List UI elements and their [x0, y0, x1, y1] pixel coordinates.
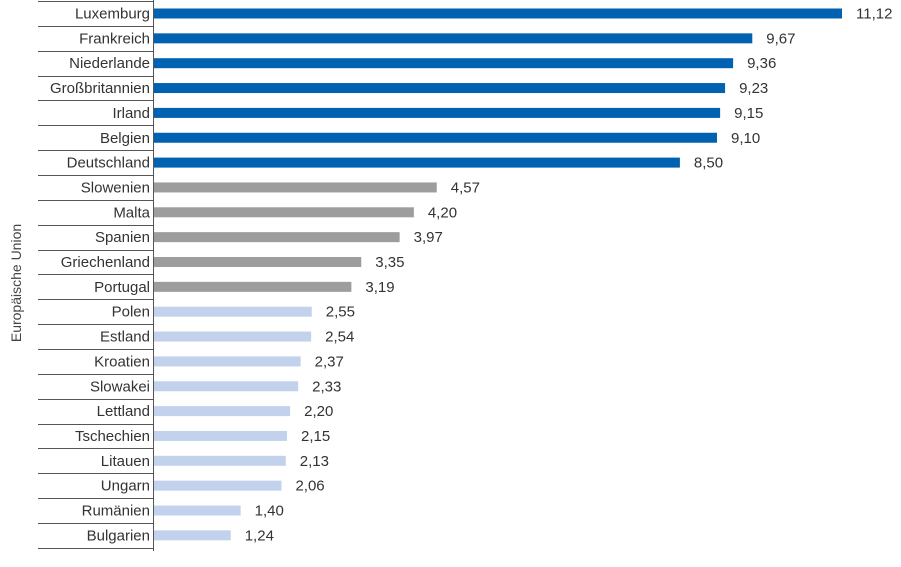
category-label-niederlande: Niederlande [69, 55, 150, 72]
value-label-lettland: 2,20 [304, 403, 333, 420]
bar-irland [154, 107, 721, 118]
bar-grossbritannien [154, 83, 726, 94]
category-label-bulgarien: Bulgarien [87, 527, 150, 544]
value-label-tschechien: 2,15 [301, 428, 330, 445]
value-label-belgien: 9,10 [731, 130, 760, 147]
value-label-deutschland: 8,50 [694, 155, 723, 172]
category-label-grossbritannien: Großbritannien [50, 80, 150, 97]
category-label-litauen: Litauen [101, 453, 150, 470]
category-label-rumaenien: Rumänien [82, 503, 150, 520]
bar-portugal [154, 281, 352, 292]
group-label: Europäische Union [8, 224, 24, 342]
category-label-portugal: Portugal [94, 279, 150, 296]
bar-spanien [154, 232, 400, 243]
value-label-kroatien: 2,37 [315, 353, 344, 370]
bar-tschechien [154, 430, 288, 441]
bar-deutschland [154, 157, 680, 168]
bar-kroatien [154, 356, 301, 367]
bar-ungarn [154, 480, 282, 491]
bar-bulgarien [154, 530, 231, 541]
value-label-luxemburg: 11,12 [856, 6, 892, 23]
category-label-belgien: Belgien [100, 130, 150, 147]
bar-slowakei [154, 381, 299, 392]
category-label-slowenien: Slowenien [81, 179, 150, 196]
value-label-bulgarien: 1,24 [245, 527, 274, 544]
bar-polen [154, 306, 312, 317]
bar-litauen [154, 455, 286, 466]
bar-rumaenien [154, 505, 241, 516]
category-label-estland: Estland [100, 329, 150, 346]
value-label-estland: 2,54 [325, 329, 354, 346]
bar-luxemburg [154, 8, 842, 19]
category-label-ungarn: Ungarn [101, 478, 150, 495]
category-label-spanien: Spanien [95, 229, 150, 246]
category-label-polen: Polen [112, 304, 150, 321]
category-label-malta: Malta [113, 204, 150, 221]
bar-griechenland [154, 257, 362, 267]
value-label-ungarn: 2,06 [295, 478, 324, 495]
category-label-kroatien: Kroatien [94, 353, 150, 370]
value-label-portugal: 3,19 [365, 279, 394, 296]
value-label-polen: 2,55 [326, 304, 355, 321]
category-label-tschechien: Tschechien [75, 428, 150, 445]
value-label-rumaenien: 1,40 [255, 503, 284, 520]
category-label-slowakei: Slowakei [90, 378, 150, 395]
bar-malta [154, 207, 414, 218]
bar-belgien [154, 132, 718, 143]
value-label-slowenien: 4,57 [451, 179, 480, 196]
bar-lettland [154, 406, 291, 417]
value-label-niederlande: 9,36 [747, 55, 776, 72]
category-label-irland: Irland [112, 105, 150, 122]
value-label-slowakei: 2,33 [312, 378, 341, 395]
bar-frankreich [154, 33, 753, 44]
chart-rows: Luxemburg 11,12 Frankreich 9,67 Niederlande 9… [38, 1, 892, 549]
category-label-griechenland: Griechenland [61, 254, 150, 271]
value-label-spanien: 3,97 [414, 229, 443, 246]
value-label-grossbritannien: 9,23 [739, 80, 768, 97]
category-label-deutschland: Deutschland [67, 155, 150, 172]
value-label-malta: 4,20 [428, 204, 457, 221]
bar-slowenien [154, 182, 437, 193]
bar-estland [154, 331, 312, 342]
bar-niederlande [154, 58, 734, 69]
value-label-irland: 9,15 [734, 105, 763, 122]
category-label-luxemburg: Luxemburg [75, 6, 150, 23]
category-label-lettland: Lettland [97, 403, 150, 420]
value-label-frankreich: 9,67 [766, 30, 795, 47]
category-label-frankreich: Frankreich [79, 30, 150, 47]
value-label-litauen: 2,13 [300, 453, 329, 470]
value-label-griechenland: 3,35 [375, 254, 404, 271]
